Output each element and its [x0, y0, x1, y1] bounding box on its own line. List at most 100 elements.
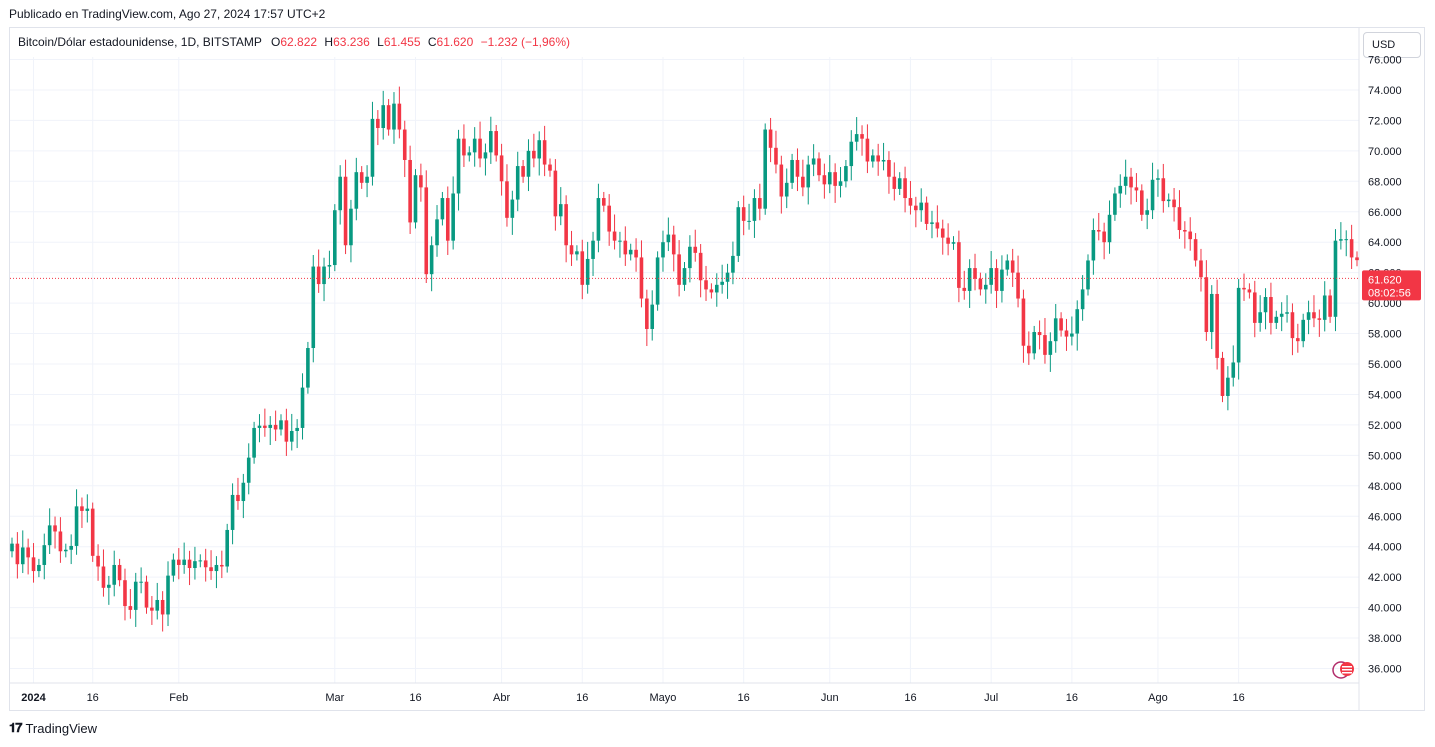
candle-body	[123, 580, 127, 607]
candle-body	[354, 172, 359, 209]
y-tick-label: 40.000	[1368, 603, 1402, 615]
candle-body	[1355, 257, 1359, 261]
candle-body	[236, 494, 240, 502]
candle-body	[822, 175, 827, 185]
candle-body	[166, 575, 170, 615]
candle-body	[1053, 318, 1058, 342]
candle-body	[117, 564, 122, 581]
candle-body	[515, 166, 520, 200]
candle-body	[15, 543, 20, 565]
candle-body	[279, 420, 283, 430]
tradingview-logo-icon[interactable]: 𝟏𝟕	[9, 720, 23, 735]
candle-body	[64, 549, 68, 552]
candle-body	[42, 545, 47, 565]
candle-body	[327, 265, 332, 267]
candle-body	[160, 599, 165, 615]
candle-body	[919, 202, 924, 211]
candle-body	[612, 231, 617, 241]
candle-body	[1328, 295, 1332, 317]
candle-body	[542, 140, 547, 165]
candle-body	[456, 138, 461, 194]
candle-body	[1274, 316, 1279, 323]
candle-body	[639, 257, 644, 299]
candle-body	[220, 564, 224, 567]
candle-body	[1140, 190, 1144, 215]
candle-body	[537, 140, 542, 159]
candle-body	[978, 278, 983, 290]
candle-body	[214, 564, 219, 572]
candle-body	[602, 198, 606, 206]
candle-body	[252, 427, 256, 458]
candle-body	[688, 246, 692, 269]
candle-body	[871, 155, 875, 162]
candles-group	[10, 86, 1359, 632]
candle-body	[53, 525, 57, 532]
candle-body	[69, 545, 73, 550]
candle-body	[58, 531, 63, 552]
candle-body	[343, 176, 348, 246]
candle-body	[349, 208, 353, 246]
candle-body	[983, 284, 988, 290]
candle-body	[1161, 178, 1166, 202]
candle-body	[257, 425, 262, 428]
candle-body	[881, 159, 886, 162]
candle-body	[768, 129, 773, 148]
candle-body	[596, 198, 601, 241]
candle-body	[505, 181, 509, 218]
candle-body	[107, 584, 111, 588]
candle-body	[20, 547, 25, 565]
y-tick-label: 72.000	[1368, 115, 1402, 127]
candle-body	[225, 529, 229, 567]
candle-body	[564, 204, 568, 246]
candle-body	[187, 559, 192, 569]
high-label: H	[324, 35, 334, 49]
candle-body	[268, 424, 273, 428]
candle-body	[419, 175, 423, 188]
y-tick-label: 58.000	[1368, 329, 1402, 341]
y-tick-label: 60.000	[1368, 298, 1402, 310]
candle-body	[1129, 176, 1133, 188]
symbol-name[interactable]: Bitcoin/Dólar estadounidense, 1D, BITSTA…	[18, 35, 262, 49]
candle-body	[483, 152, 488, 159]
candle-body	[1075, 309, 1080, 334]
x-tick-label: Jun	[821, 692, 839, 704]
candle-body	[1349, 239, 1354, 258]
candle-body	[96, 555, 100, 567]
y-tick-label: 50.000	[1368, 450, 1402, 462]
published-header: Publicado en TradingView.com, Ago 27, 20…	[9, 7, 326, 21]
currency-button[interactable]: USD	[1363, 32, 1421, 58]
candle-body	[101, 566, 106, 588]
candle-body	[731, 255, 735, 273]
candle-body	[1188, 231, 1193, 240]
candle-body	[80, 506, 84, 511]
x-tick-label: 2024	[21, 692, 46, 704]
candle-body	[645, 298, 649, 329]
candle-body	[440, 198, 445, 220]
candle-body	[510, 199, 515, 218]
open-value: 62.822	[280, 35, 318, 49]
candle-body	[844, 166, 848, 182]
candle-body	[558, 204, 563, 217]
candle-body	[1080, 289, 1085, 310]
candle-body	[176, 559, 181, 565]
candle-body	[1027, 345, 1031, 354]
candle-body	[306, 348, 310, 388]
candle-body	[876, 155, 880, 162]
candle-body	[1279, 313, 1284, 317]
candle-body	[1242, 287, 1246, 290]
candle-body	[413, 175, 418, 223]
candle-body	[359, 172, 364, 183]
candle-body	[489, 131, 493, 153]
footer-brand[interactable]: TradingView	[25, 720, 98, 736]
x-tick-label: Jul	[984, 692, 998, 704]
x-tick-label: Abr	[493, 692, 510, 704]
candle-body	[1322, 295, 1327, 320]
candle-body	[1043, 335, 1047, 355]
y-tick-label: 70.000	[1368, 146, 1402, 158]
candle-body	[849, 141, 854, 167]
events-icon[interactable]	[1331, 660, 1357, 680]
change-value: −1.232 (−1,96%)	[480, 35, 570, 49]
candle-body	[693, 246, 698, 253]
candle-body	[989, 268, 993, 285]
candle-body	[85, 508, 90, 511]
